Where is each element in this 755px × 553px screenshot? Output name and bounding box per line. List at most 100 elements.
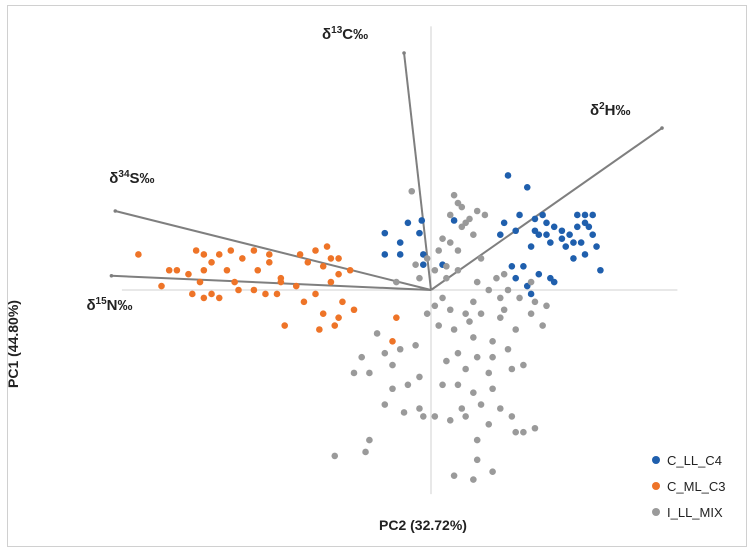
data-point [516, 211, 523, 219]
data-point [373, 330, 381, 337]
data-point [493, 274, 500, 282]
data-point [535, 270, 543, 278]
data-point [527, 290, 535, 298]
vector-label-d15N: δ15N‰ [86, 295, 133, 314]
data-point [435, 322, 443, 329]
data-point [412, 261, 419, 269]
data-point [262, 290, 269, 298]
data-point [266, 251, 273, 258]
data-point [389, 385, 396, 393]
data-point [489, 468, 496, 476]
data-point [439, 294, 446, 302]
data-point [235, 286, 242, 294]
data-point [531, 298, 539, 306]
data-point [254, 266, 262, 274]
data-point [366, 369, 373, 377]
data-point [466, 215, 473, 223]
legend-label: I_LL_MIX [667, 504, 723, 520]
data-point [366, 436, 373, 444]
data-point [597, 266, 604, 274]
data-point [296, 251, 304, 258]
data-point [339, 298, 346, 306]
data-point [520, 428, 527, 436]
data-point [574, 223, 581, 231]
data-point [470, 334, 477, 341]
data-point [589, 231, 596, 238]
data-point [531, 215, 539, 223]
legend-marker [652, 482, 660, 490]
legend-item-C_LL_C4: C_LL_C4 [652, 447, 726, 473]
data-point [439, 235, 446, 242]
data-point [350, 369, 358, 377]
data-point [566, 231, 573, 238]
data-point [404, 381, 412, 389]
data-point [404, 219, 412, 227]
data-point [500, 219, 508, 227]
data-point [381, 349, 389, 357]
data-point [250, 286, 258, 294]
data-point [589, 211, 596, 219]
data-point [462, 310, 469, 318]
series-I_LL_MIX [331, 187, 550, 483]
data-point [512, 274, 519, 282]
data-point [462, 413, 469, 420]
data-point [239, 255, 246, 262]
vector-label-d2H: δ2H‰ [590, 101, 631, 120]
data-point [381, 229, 389, 237]
data-point [543, 231, 550, 238]
data-point [450, 217, 458, 224]
data-point [470, 476, 477, 483]
data-point [396, 239, 404, 246]
data-point [350, 306, 358, 314]
data-point [335, 270, 342, 278]
data-point [489, 338, 496, 345]
data-point [200, 294, 208, 302]
data-point [462, 365, 469, 373]
data-point [477, 401, 485, 408]
data-point [416, 274, 423, 282]
data-point [215, 251, 223, 258]
data-point [400, 409, 408, 416]
data-point [416, 229, 423, 237]
data-point [200, 251, 208, 258]
vector-d34S [115, 210, 432, 291]
data-point [412, 342, 419, 349]
data-point [450, 472, 458, 479]
data-point [470, 231, 477, 238]
data-point [550, 278, 558, 286]
data-point [316, 326, 323, 333]
data-point [416, 373, 423, 381]
data-point [470, 298, 477, 306]
axes [121, 26, 678, 495]
data-point [550, 223, 558, 231]
vector-label-d13C: δ13C‰ [322, 25, 369, 43]
data-point [477, 255, 485, 262]
data-point [346, 266, 354, 274]
data-point [277, 278, 285, 286]
data-point [454, 349, 462, 357]
data-point [446, 239, 454, 246]
data-point [454, 266, 462, 274]
data-point [562, 243, 570, 250]
data-point [358, 353, 366, 361]
data-point [443, 274, 450, 282]
data-point [304, 259, 312, 266]
y-axis-title: PC1 (44.80%) [5, 300, 21, 388]
data-point [396, 251, 404, 258]
data-point [470, 389, 477, 397]
data-point [570, 239, 577, 246]
data-point [504, 286, 512, 294]
series-C_LL_C4 [381, 172, 604, 298]
data-point [473, 207, 481, 215]
data-point [420, 413, 427, 420]
data-point [574, 211, 581, 219]
data-point [458, 203, 466, 211]
data-point [273, 290, 281, 298]
data-point [319, 263, 327, 270]
data-point [408, 187, 416, 195]
data-point [331, 322, 339, 329]
data-point [435, 247, 443, 254]
data-point [593, 243, 600, 250]
data-point [416, 405, 423, 412]
